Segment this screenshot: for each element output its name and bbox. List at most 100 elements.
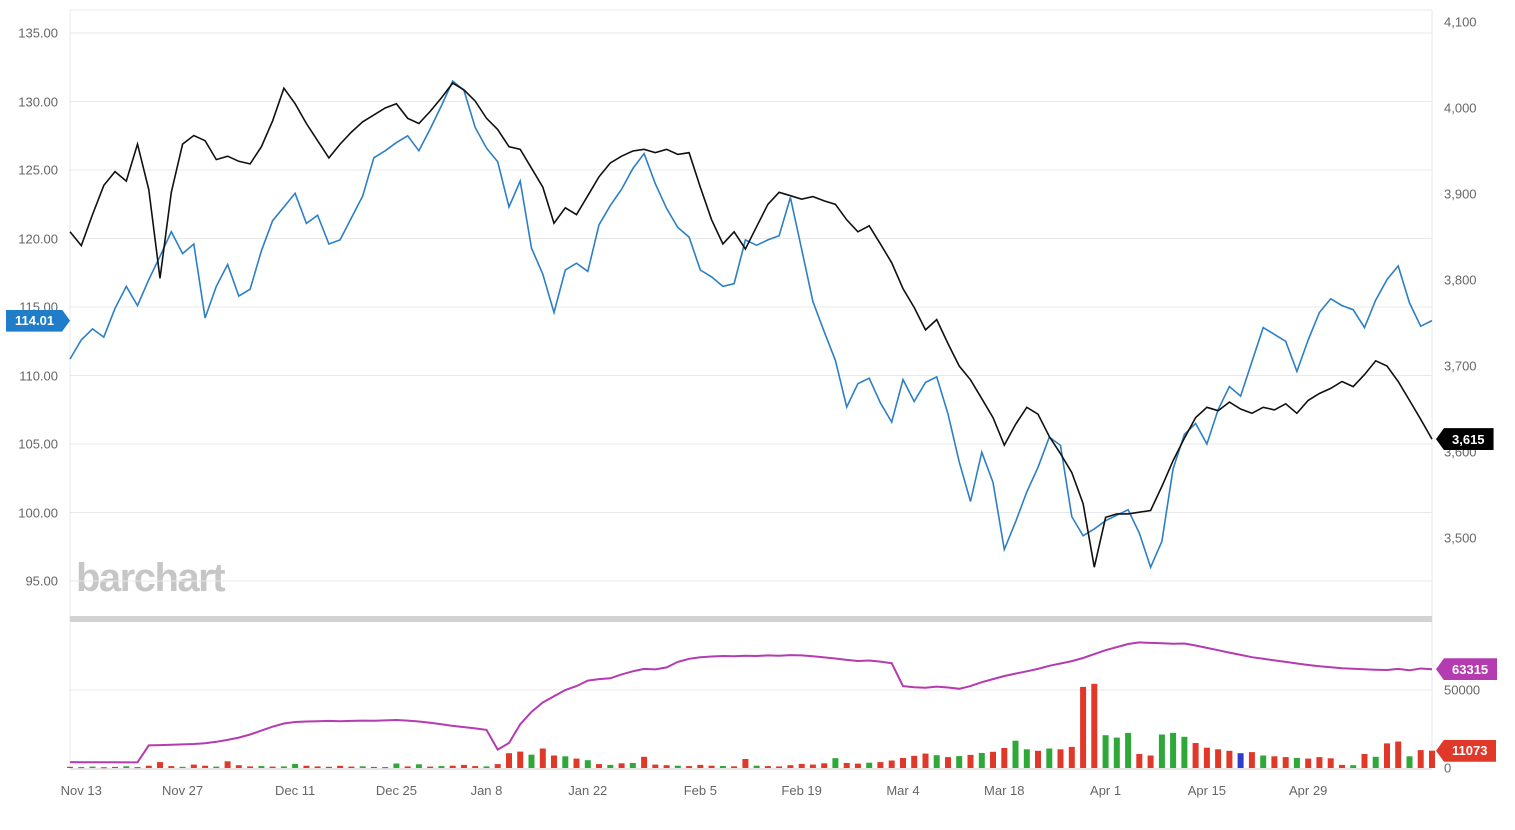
open-interest-line (69, 641, 1433, 764)
right-axis-tick: 4,000 (1444, 100, 1477, 116)
volume-bar (1384, 743, 1390, 768)
date-axis-label: Mar 18 (984, 783, 1025, 798)
volume-bar (832, 758, 839, 768)
left-axis-tick: 125.00 (18, 162, 58, 178)
volume-badge: 11073 (1436, 739, 1497, 762)
volume-bar (112, 766, 118, 768)
volume-bar (866, 762, 873, 768)
volume-bar (528, 754, 535, 768)
right-axis-tick: 3,700 (1444, 358, 1477, 374)
volume-bar (393, 763, 400, 768)
volume-bar (1372, 756, 1379, 768)
date-axis-label: Jan 8 (470, 783, 503, 798)
volume-bar (1203, 747, 1210, 768)
date-axis-label: Dec 11 (274, 783, 316, 798)
left-axis-tick: 100.00 (18, 505, 58, 520)
volume-bar (1136, 754, 1143, 768)
volume-bar (877, 762, 884, 768)
volume-bar (1113, 737, 1120, 768)
volume-bar (1012, 740, 1019, 768)
date-axis-label: Nov 13 (60, 783, 102, 798)
volume-bar (224, 761, 231, 768)
date-axis-label: Feb 5 (683, 783, 717, 798)
volume-bar (427, 766, 434, 768)
volume-bar (776, 766, 783, 768)
volume-bar (100, 767, 107, 769)
date-axis-label: Feb 19 (781, 783, 822, 798)
last-price-badge-right: 3,615 (1436, 428, 1494, 451)
open-interest-badge: 63315 (1436, 658, 1498, 681)
left-axis-tick: 130.00 (18, 94, 58, 109)
volume-bar (1080, 686, 1087, 768)
volume-bar (449, 765, 456, 768)
volume-bar (494, 764, 501, 768)
volume-bar (956, 756, 963, 768)
pane-separator (70, 616, 1432, 622)
volume-bar (641, 756, 648, 768)
volume-bar (629, 763, 636, 768)
volume-bar (123, 766, 130, 768)
volume-bar (1091, 683, 1098, 768)
date-axis-label: Mar 4 (886, 783, 920, 798)
volume-bar (990, 751, 996, 768)
volume-bar (584, 760, 591, 768)
volume-bar (1035, 750, 1041, 768)
volume-bar (652, 764, 659, 768)
volume-bar (1305, 758, 1312, 768)
volume-bar (753, 765, 760, 768)
volume-bar (78, 767, 85, 769)
volume-axis-tick: 50000 (1444, 682, 1481, 698)
volume-bar (787, 765, 794, 768)
volume-bar (1057, 749, 1064, 768)
volume-bar (922, 753, 929, 768)
volume-bar (359, 766, 366, 768)
volume-bar (742, 759, 749, 768)
volume-bar (1023, 749, 1030, 768)
volume-bar (483, 766, 490, 768)
volume-bar (1068, 746, 1075, 768)
volume-bar (731, 766, 738, 768)
volume-bar (967, 754, 974, 768)
volume-bar (1001, 748, 1008, 768)
date-axis-label: Jan 22 (568, 783, 608, 798)
volume-bar (168, 766, 175, 768)
volume-bar (438, 766, 445, 768)
volume-bar (145, 765, 152, 768)
volume-bar (292, 763, 299, 768)
last-price-badge-left: 114.01 (6, 310, 70, 332)
volume-bar (933, 755, 940, 768)
volume-bar (213, 766, 220, 768)
right-axis-tick: 3,900 (1444, 186, 1477, 202)
volume-bar (269, 766, 276, 768)
volume-bar (1429, 750, 1435, 768)
volume-bar (539, 748, 546, 768)
volume-bar (1316, 757, 1323, 768)
volume-bar (1102, 735, 1109, 768)
volume-bar (888, 760, 895, 768)
volume-bar (1282, 757, 1289, 768)
volume-bar (854, 763, 861, 768)
left-axis-tick: 110.00 (19, 368, 58, 383)
volume-bar (573, 758, 580, 768)
volume-bar (618, 763, 625, 768)
date-axis-label: Apr 15 (1187, 783, 1227, 798)
volume-bar (798, 763, 805, 768)
barchart-watermark-logo: barchart (76, 556, 226, 600)
left-axis-tick: 95.00 (25, 573, 58, 589)
volume-bar (517, 751, 524, 768)
date-axis-label: Apr 1 (1090, 783, 1122, 798)
volume-bar (472, 766, 479, 768)
volume-bar (258, 766, 265, 768)
right-axis-tick: 4,100 (1444, 14, 1477, 30)
volume-bar (1350, 765, 1357, 768)
volume-bar (1293, 757, 1300, 768)
volume-bar (1215, 749, 1222, 768)
volume-bar (1417, 750, 1424, 768)
volume-bar (179, 766, 186, 768)
volume-bar (1181, 736, 1188, 768)
volume-bar (348, 766, 355, 768)
volume-bar (1248, 752, 1255, 768)
price-line (69, 79, 1433, 570)
